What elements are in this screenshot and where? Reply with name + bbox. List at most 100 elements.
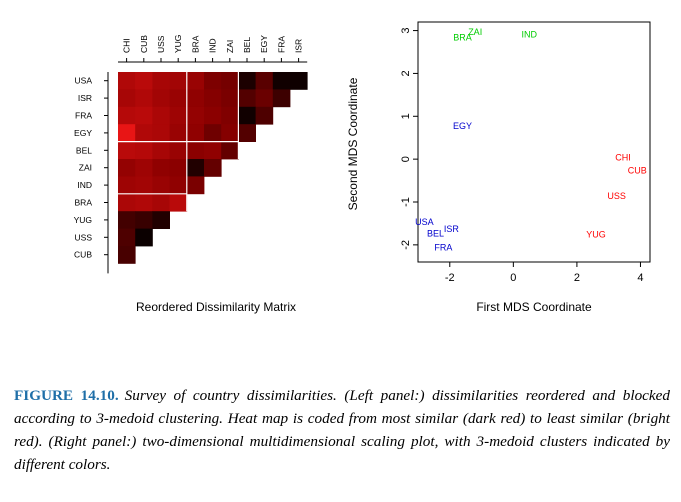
heatmap-cell-usa-isr — [290, 72, 308, 90]
scatter-point-yug: YUG — [586, 230, 606, 240]
heatmap-cell-ind-cub — [135, 176, 153, 195]
heatmap-cell-isr-uss — [152, 89, 170, 108]
heatmap-cell-isr-bra — [186, 89, 205, 108]
heatmap-row-label-uss: USS — [75, 232, 93, 242]
scatter-x-tick-label-2: 2 — [574, 272, 580, 284]
heatmap-cell-bel-ind — [204, 141, 222, 160]
scatter-y-tick-label-m2: -2 — [400, 240, 412, 250]
scatter-y-tick-label-1: 1 — [400, 113, 412, 119]
heatmap-cell-zai-yug — [169, 159, 188, 177]
scatter-y-tick-label-3: 3 — [400, 28, 412, 34]
heatmap-cell-isr-cub — [135, 89, 153, 108]
heatmap-row-label-fra: FRA — [75, 111, 92, 121]
heatmap-column-label-yug: YUG — [173, 35, 183, 53]
heatmap-cell-isr-fra — [272, 89, 291, 108]
heatmap-cell-zai-uss — [152, 159, 170, 177]
scatter-x-axis-label: First MDS Coordinate — [476, 300, 592, 314]
heatmap-cell-usa-egy — [255, 72, 274, 90]
heatmap-cell-bel-zai — [221, 141, 239, 160]
heatmap-column-label-cub: CUB — [139, 35, 149, 53]
scatter-point-isr: ISR — [444, 224, 460, 234]
scatter-x-tick-label-0: 0 — [510, 272, 516, 284]
heatmap-cell-cub-chi — [118, 246, 136, 264]
heatmap-column-label-chi: CHI — [122, 38, 132, 53]
heatmap-cell-fra-bra — [186, 106, 205, 125]
scatter-point-egy: EGY — [453, 121, 472, 131]
heatmap-cell-isr-chi — [118, 89, 136, 108]
heatmap-row-label-bel: BEL — [76, 145, 92, 155]
heatmap-row-label-yug: YUG — [74, 215, 92, 225]
heatmap-cell-usa-zai — [221, 72, 239, 90]
heatmap-column-label-uss: USS — [156, 35, 166, 53]
heatmap-cell-usa-bel — [238, 72, 256, 90]
heatmap-cell-usa-fra — [272, 72, 291, 90]
heatmap-cell-egy-bra — [186, 124, 205, 142]
caption-text: Survey of country dissimilarities. (Left… — [14, 387, 670, 473]
scatter-point-bel: BEL — [427, 228, 444, 238]
heatmap-cells — [118, 72, 308, 264]
scatter-y-tick-label-2: 2 — [400, 70, 412, 76]
heatmap-panel: CHI CUB USS YUG BRA IND ZAI BEL EGY FRA ISR USA ISR… — [74, 35, 308, 314]
heatmap-cell-usa-cub — [135, 72, 153, 90]
heatmap-column-label-ind: IND — [208, 38, 218, 53]
scatter-point-cub: CUB — [628, 165, 647, 175]
figure-caption: FIGURE 14.10. Survey of country dissimila… — [14, 384, 670, 476]
heatmap-row-label-zai: ZAI — [79, 163, 92, 173]
heatmap-row-label-bra: BRA — [75, 198, 93, 208]
heatmap-cell-ind-yug — [169, 176, 188, 195]
heatmap-cell-fra-cub — [135, 106, 153, 125]
scatter-point-uss: USS — [607, 191, 626, 201]
scatter-point-bra: BRA — [453, 33, 472, 43]
scatter-x-tick-label-4: 4 — [637, 272, 643, 284]
heatmap-cell-yug-chi — [118, 211, 136, 229]
heatmap-cell-usa-ind — [204, 72, 222, 90]
scatter-point-usa: USA — [415, 217, 434, 227]
scatter-axes: -2 0 2 4 -2 -1 0 1 2 3 — [400, 21, 651, 284]
heatmap-cell-fra-yug — [169, 106, 188, 125]
heatmap-cell-usa-bra — [186, 72, 205, 90]
heatmap-cell-fra-bel — [238, 106, 256, 125]
heatmap-column-label-bra: BRA — [190, 35, 200, 53]
heatmap-cell-yug-uss — [152, 211, 170, 229]
heatmap-cell-isr-ind — [204, 89, 222, 108]
heatmap-cell-isr-egy — [255, 89, 274, 108]
heatmap-cell-bel-cub — [135, 141, 153, 160]
heatmap-cell-uss-cub — [135, 228, 153, 247]
heatmap-cell-egy-zai — [221, 124, 239, 142]
heatmap-cell-uss-chi — [118, 228, 136, 247]
heatmap-cell-ind-chi — [118, 176, 136, 195]
heatmap-column-label-isr: ISR — [294, 39, 304, 53]
scatter-y-tick-label-m1: -1 — [400, 197, 412, 207]
heatmap-column-label-egy: EGY — [259, 35, 269, 53]
heatmap-cell-egy-uss — [152, 124, 170, 142]
heatmap-cell-isr-bel — [238, 89, 256, 108]
heatmap-cell-bel-bra — [186, 141, 205, 160]
heatmap-cell-fra-zai — [221, 106, 239, 125]
scatter-x-tick-label-m2: -2 — [445, 272, 455, 284]
caption-label: FIGURE 14.10. — [14, 387, 119, 404]
heatmap-cell-egy-cub — [135, 124, 153, 142]
heatmap-cell-isr-zai — [221, 89, 239, 108]
heatmap-cell-egy-ind — [204, 124, 222, 142]
scatter-point-ind: IND — [521, 30, 537, 40]
heatmap-column-labels: CHI CUB USS YUG BRA IND ZAI BEL EGY FRA ISR — [122, 35, 304, 53]
heatmap-cell-zai-cub — [135, 159, 153, 177]
scatter-point-zai: ZAI — [468, 27, 482, 37]
heatmap-column-label-bel: BEL — [242, 37, 252, 53]
heatmap-cell-zai-bra — [186, 159, 205, 177]
scatter-point-fra: FRA — [434, 243, 452, 253]
heatmap-cell-usa-uss — [152, 72, 170, 90]
heatmap-cell-egy-chi — [118, 124, 136, 142]
heatmap-cell-egy-yug — [169, 124, 188, 142]
heatmap-row-label-egy: EGY — [74, 128, 92, 138]
heatmap-cell-zai-ind — [204, 159, 222, 177]
heatmap-cell-ind-bra — [186, 176, 205, 195]
heatmap-cell-usa-yug — [169, 72, 188, 90]
heatmap-cell-fra-egy — [255, 106, 274, 125]
heatmap-row-label-usa: USA — [75, 76, 93, 86]
heatmap-column-label-zai: ZAI — [225, 40, 235, 53]
heatmap-cell-fra-uss — [152, 106, 170, 125]
figure: CHI CUB USS YUG BRA IND ZAI BEL EGY FRA ISR USA ISR… — [74, 21, 651, 314]
heatmap-cell-fra-ind — [204, 106, 222, 125]
